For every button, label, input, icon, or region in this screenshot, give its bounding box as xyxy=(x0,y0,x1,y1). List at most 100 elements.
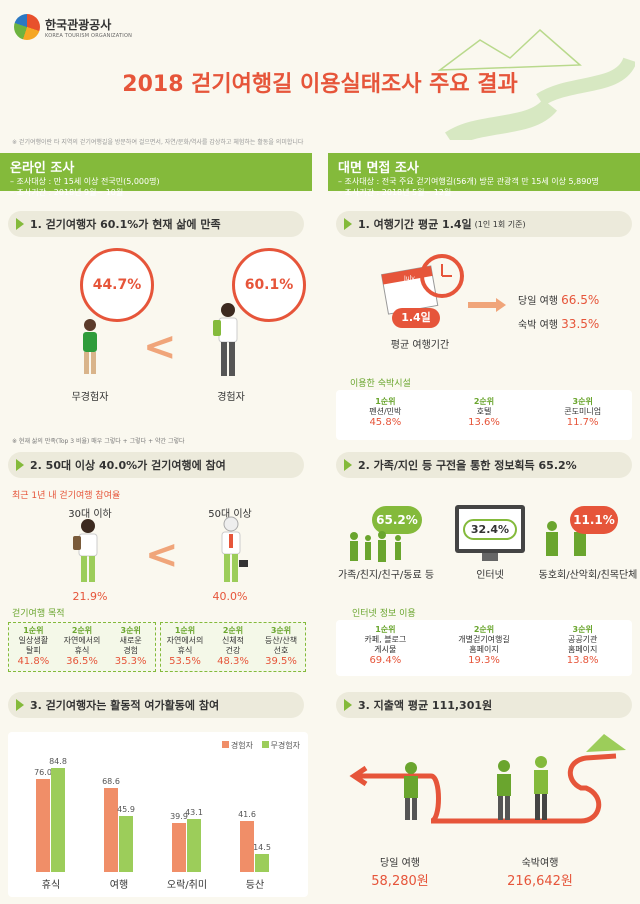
less-than-chevron-icon: < xyxy=(143,324,177,370)
lodging-2: 2순위 호텔 13.6% xyxy=(435,390,534,440)
purpose-b-1: 1순위 자연에서의 휴식 53.5% xyxy=(161,623,209,671)
legend-label-a: 경험자 xyxy=(230,741,253,750)
right-section-3-bar: 3. 지출액 평균 111,301원 xyxy=(336,692,632,718)
logo-korean: 한국관광공사 xyxy=(45,17,112,32)
purpose-line1: 일상생활 xyxy=(18,636,49,645)
interview-survey-header: 대면 면접 조사 – 조사대상 : 전국 주요 걷기여행길(56개) 방문 관광… xyxy=(328,153,640,197)
lodging-3: 3순위 콘도미니엄 11.7% xyxy=(533,390,632,440)
page-title: 2018 걷기여행길 이용실태조사 주요 결과 xyxy=(122,72,518,97)
info-line1: 공공기관 xyxy=(567,635,598,644)
walking-path-illustration xyxy=(349,734,626,824)
rank-label: 3순위 xyxy=(572,625,593,634)
right-section-1-title: 1. 여행기간 평균 1.4일 xyxy=(358,218,472,231)
section-arrow-icon xyxy=(344,218,352,230)
bar-value-label: 45.9 xyxy=(117,804,135,814)
rank-label: 1순위 xyxy=(375,625,396,634)
person-young-hiker-icon xyxy=(73,519,98,582)
word-of-mouth-label: 가족/친지/친구/동료 등 xyxy=(337,570,435,581)
rank-label: 3순위 xyxy=(572,397,593,406)
person-senior-hiker-icon xyxy=(221,516,248,582)
left-section-3-bar: 3. 걷기여행자는 활동적 여가활동에 참여 xyxy=(8,692,304,718)
left-section-2-bar: 2. 50대 이상 40.0%가 걷기여행에 참여 xyxy=(8,452,304,478)
logo: 한국관광공사 KOREA TOURISM ORGANIZATION xyxy=(14,14,132,40)
day-trip-value: 66.5% xyxy=(561,293,600,307)
bar-non-experienced xyxy=(187,819,201,872)
purpose-group-a: 1순위 일상생활 탈피 41.8% 2순위 자연에서의 휴식 36.5% 3순위… xyxy=(8,622,156,672)
category-label: 휴식 xyxy=(41,880,61,891)
bar-value-label: 84.8 xyxy=(49,757,67,767)
age-50-label: 50대 이상 xyxy=(208,509,252,520)
online-survey-header: 온라인 조사 – 조사대상 : 만 15세 이상 전국민(5,000명) – 조… xyxy=(0,153,312,197)
info-value: 19.3% xyxy=(468,655,500,666)
purpose-group-b: 1순위 자연에서의 휴식 53.5% 2순위 신체적 건강 48.3% 3순위 … xyxy=(160,622,306,672)
rank-label: 3순위 xyxy=(120,626,141,635)
day-trip-row: 당일 여행 66.5% xyxy=(518,292,599,307)
left-section-3-title: 3. 걷기여행자는 활동적 여가활동에 참여 xyxy=(30,699,220,712)
bar-value-label: 41.6 xyxy=(238,810,256,820)
purpose-line2: 탈피 xyxy=(25,646,41,655)
purpose-value: 39.5% xyxy=(265,656,297,667)
purpose-line1: 자연에서의 xyxy=(63,636,101,645)
internet-pct: 32.4% xyxy=(462,518,518,540)
person-hiker-woman-icon xyxy=(213,303,238,376)
right-section-2-title: 2. 가족/지인 등 구전을 통한 정보획득 65.2% xyxy=(358,459,577,472)
lodging-value: 13.6% xyxy=(468,417,500,428)
rank-label: 2순위 xyxy=(473,625,495,634)
purpose-title: 걷기여행 목적 xyxy=(12,609,65,619)
logo-english: KOREA TOURISM ORGANIZATION xyxy=(45,32,133,39)
experienced-bubble: 60.1% xyxy=(232,248,306,322)
stay-trip-row: 숙박 여행 33.5% xyxy=(518,316,599,331)
info-line2: 홈페이지 xyxy=(567,645,598,654)
purpose-b-3: 3순위 등산/산책 선호 39.5% xyxy=(257,623,305,671)
rank-label: 1순위 xyxy=(23,626,44,635)
online-survey-period: – 조사기간 : 2018년 9월~ 10월 xyxy=(10,188,124,197)
bar-chart: 76.0 84.8 휴식 68.6 45.9 여행 39.9 43.1 오락/취미 41.6 14.… xyxy=(8,732,308,897)
non-experienced-label: 무경험자 xyxy=(71,392,109,403)
bar-value-label: 68.6 xyxy=(102,777,120,787)
purpose-value: 36.5% xyxy=(66,656,98,667)
day-trip-label: 당일 여행 xyxy=(518,296,558,307)
age-50-value: 40.0% xyxy=(212,590,248,603)
purpose-value: 35.3% xyxy=(114,656,147,667)
stay-trip-value: 33.5% xyxy=(561,317,600,331)
purpose-line2: 건강 xyxy=(225,646,241,655)
family-group-icon xyxy=(350,531,401,562)
arrow-right-icon xyxy=(468,298,508,312)
definition-footnote: ※ 걷기여행이란 타 지역의 걷기여행길을 방문하여 걸으면서, 자연/문화/역… xyxy=(12,139,304,146)
online-survey-title: 온라인 조사 xyxy=(10,161,75,176)
person-man-icon xyxy=(83,319,97,374)
category-label: 오락/취미 xyxy=(166,880,208,891)
club-pct: 11.1% xyxy=(570,506,618,534)
lodging-name: 펜션/민박 xyxy=(369,407,402,416)
internet-label: 인터넷 xyxy=(476,570,504,581)
purpose-line1: 신체적 xyxy=(221,636,245,645)
monitor-stand-icon xyxy=(482,553,498,561)
rank-label: 2순위 xyxy=(222,626,244,635)
purpose-b-2: 2순위 신체적 건강 48.3% xyxy=(209,623,257,671)
interview-survey-period: – 조사기간 : 2018년 5월~ 12월 xyxy=(338,188,452,197)
lodging-value: 11.7% xyxy=(566,417,599,428)
age-30-label: 30대 이하 xyxy=(68,509,112,520)
non-experienced-bubble: 44.7% xyxy=(80,248,154,322)
day-spend-value: 58,280원 xyxy=(371,874,429,889)
lodging-panel: 1순위 펜션/민박 45.8% 2순위 호텔 13.6% 3순위 콘도미니엄 1… xyxy=(336,390,632,440)
legend-label-b: 무경험자 xyxy=(270,741,300,750)
right-section-1-bar: 1. 여행기간 평균 1.4일 (1인 1회 기준) xyxy=(336,211,632,237)
section-arrow-icon xyxy=(16,218,24,230)
rank-label: 1순위 xyxy=(174,626,196,635)
bar-non-experienced xyxy=(119,815,133,872)
bar-non-experienced xyxy=(255,854,269,872)
bar-experienced xyxy=(36,779,50,872)
monitor-icon: 32.4% xyxy=(455,505,525,553)
lodging-name: 호텔 xyxy=(476,407,492,416)
bar-experienced xyxy=(172,823,186,872)
section-arrow-icon xyxy=(344,459,352,471)
purpose-a-2: 2순위 자연에서의 휴식 36.5% xyxy=(58,623,107,671)
stay-spend-value: 216,642원 xyxy=(507,874,573,889)
section-arrow-icon xyxy=(16,699,24,711)
purpose-line1: 등산/산책 xyxy=(264,636,298,645)
info-line2: 홈페이지 xyxy=(469,645,499,654)
purpose-line1: 새로운 xyxy=(119,636,142,645)
calendar-clock-icon: July xyxy=(380,254,464,315)
bar-value-label: 39.9 xyxy=(170,812,188,822)
